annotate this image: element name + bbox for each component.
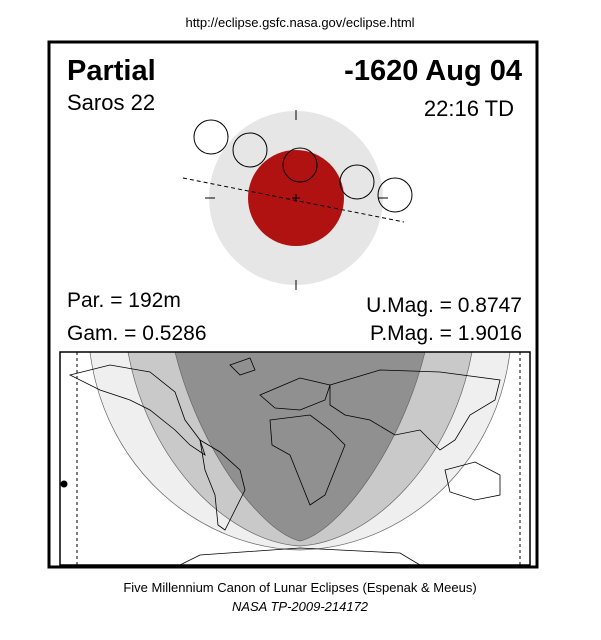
umag: U.Mag. = 0.8747 <box>366 294 522 317</box>
moon <box>377 177 413 213</box>
moon <box>232 132 268 168</box>
moon <box>282 147 318 183</box>
axis-ticks <box>205 110 388 290</box>
gam: Gam. = 0.5286 <box>67 322 207 345</box>
eclipse-date: -1620 Aug 04 <box>344 55 522 87</box>
footer-ref: NASA TP-2009-214172 <box>232 599 369 614</box>
world-map <box>59 351 531 566</box>
moon <box>339 164 375 200</box>
pmag: P.Mag. = 1.9016 <box>370 322 522 345</box>
saros: Saros 22 <box>67 90 155 115</box>
time: 22:16 TD <box>424 96 514 121</box>
moon-path <box>182 177 405 223</box>
eclipse-type: Partial <box>67 55 156 87</box>
moon-positions <box>193 119 413 213</box>
footer-title: Five Millennium Canon of Lunar Eclipses … <box>123 580 476 595</box>
url: http://eclipse.gsfc.nasa.gov/eclipse.htm… <box>185 15 414 30</box>
moon <box>193 119 229 155</box>
par: Par. = 192m <box>67 289 181 312</box>
